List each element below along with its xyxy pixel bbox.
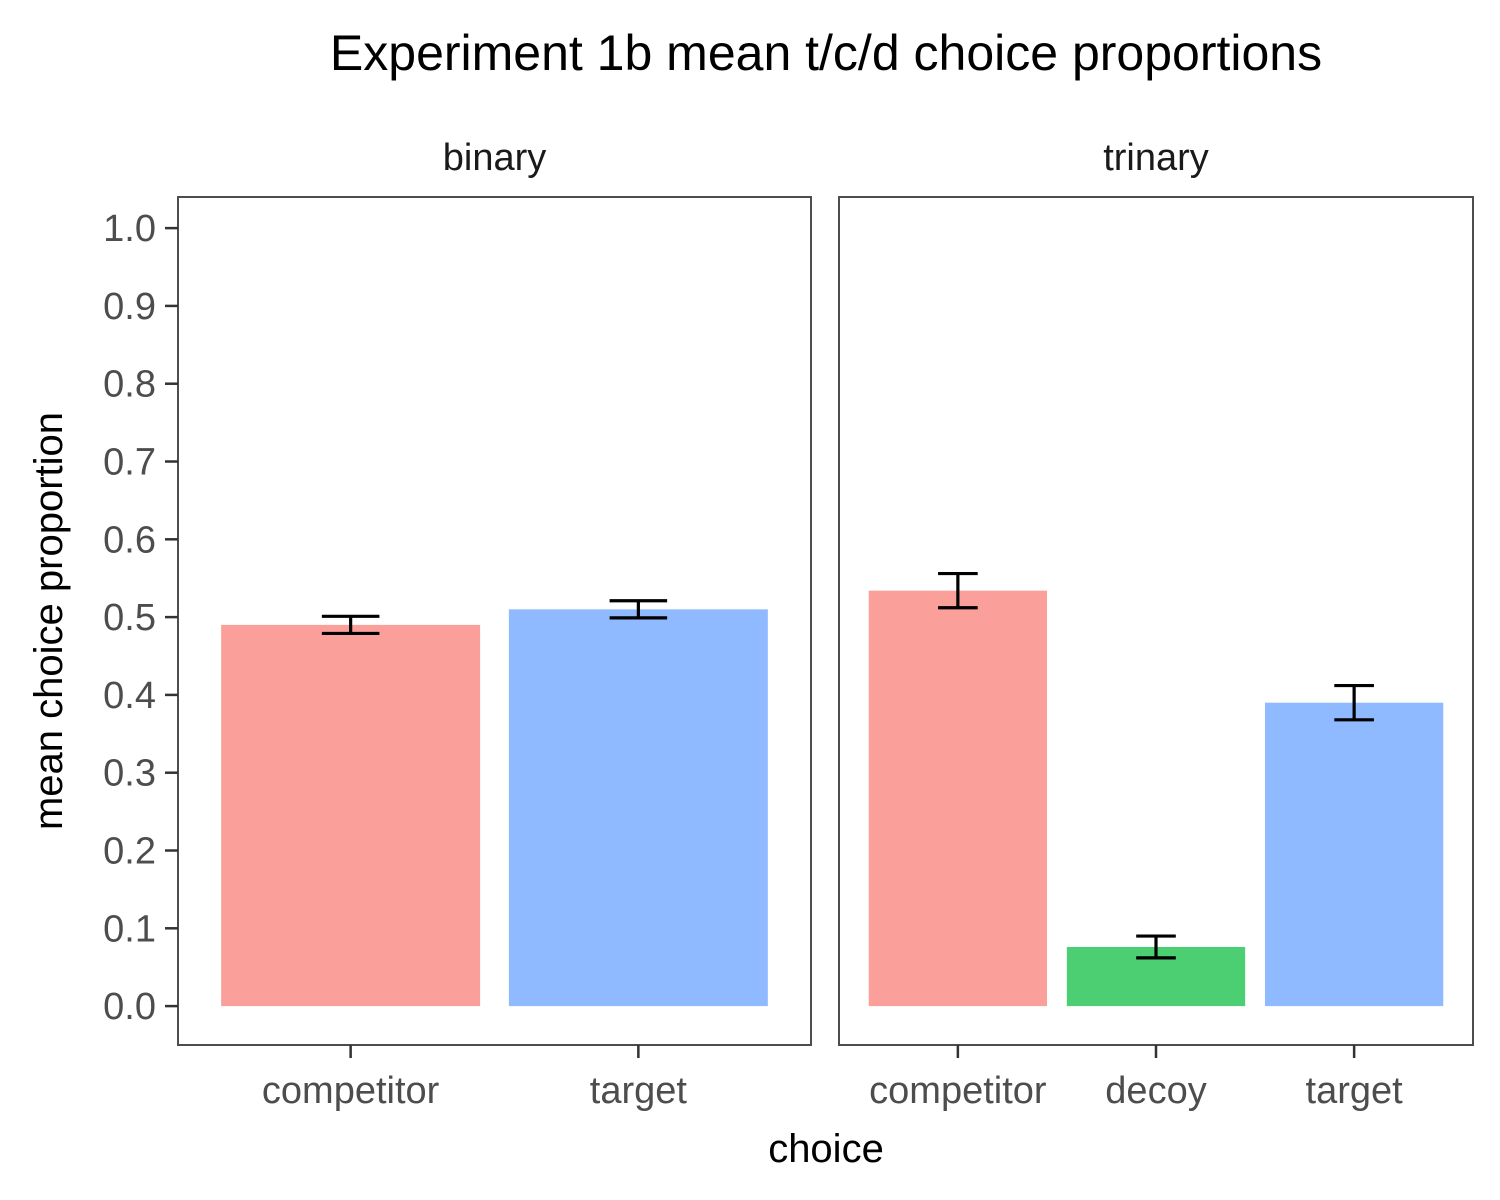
x-axis-title: choice [768, 1127, 884, 1171]
error-bar-binary-competitor [321, 614, 380, 636]
bar-trinary-target [1264, 702, 1444, 1007]
y-tick-label: 0.7 [103, 442, 156, 484]
y-tick-label: 0.2 [103, 831, 156, 873]
y-tick-label: 0.9 [103, 286, 156, 328]
bar-trinary-competitor [868, 590, 1048, 1007]
panels: binary competitor target trinary competitor d… [177, 137, 1474, 1112]
y-tick-label: 0.0 [103, 986, 156, 1028]
y-tick-label: 0.5 [103, 597, 156, 639]
y-tick-label: 0.6 [103, 519, 156, 561]
error-bar-trinary-decoy [1136, 934, 1176, 960]
strip-label-trinary: trinary [1103, 137, 1209, 179]
error-bar-trinary-target [1334, 683, 1374, 722]
y-tick-label: 0.4 [103, 675, 156, 717]
panel-border-binary [177, 196, 812, 1046]
y-tick-label: 1.0 [103, 208, 156, 250]
y-tick-label: 0.1 [103, 908, 156, 950]
y-tick-label: 0.8 [103, 364, 156, 406]
x-tick-label-trinary-competitor: competitor [869, 1070, 1047, 1112]
x-tick-label-trinary-target: target [1306, 1070, 1404, 1112]
error-bar-trinary-competitor [938, 571, 978, 610]
x-tick-label-binary-competitor: competitor [262, 1070, 440, 1112]
y-axis: 0.0 0.1 0.2 0.3 0.4 0.5 0.6 0.7 0.8 0.9 1.0 [103, 208, 178, 1028]
strip-label-binary: binary [443, 137, 547, 179]
x-tick-label-binary-target: target [590, 1070, 688, 1112]
bar-binary-competitor [221, 624, 481, 1007]
error-bar-binary-target [609, 599, 668, 620]
chart-title: Experiment 1b mean t/c/d choice proporti… [330, 25, 1322, 81]
x-tick-label-trinary-decoy: decoy [1105, 1070, 1206, 1112]
bar-binary-target [508, 609, 768, 1007]
y-tick-label: 0.3 [103, 753, 156, 795]
y-axis-title: mean choice proportion [27, 412, 71, 830]
panel-trinary: trinary competitor decoy target [838, 137, 1474, 1112]
panel-binary: binary competitor target [177, 137, 812, 1112]
